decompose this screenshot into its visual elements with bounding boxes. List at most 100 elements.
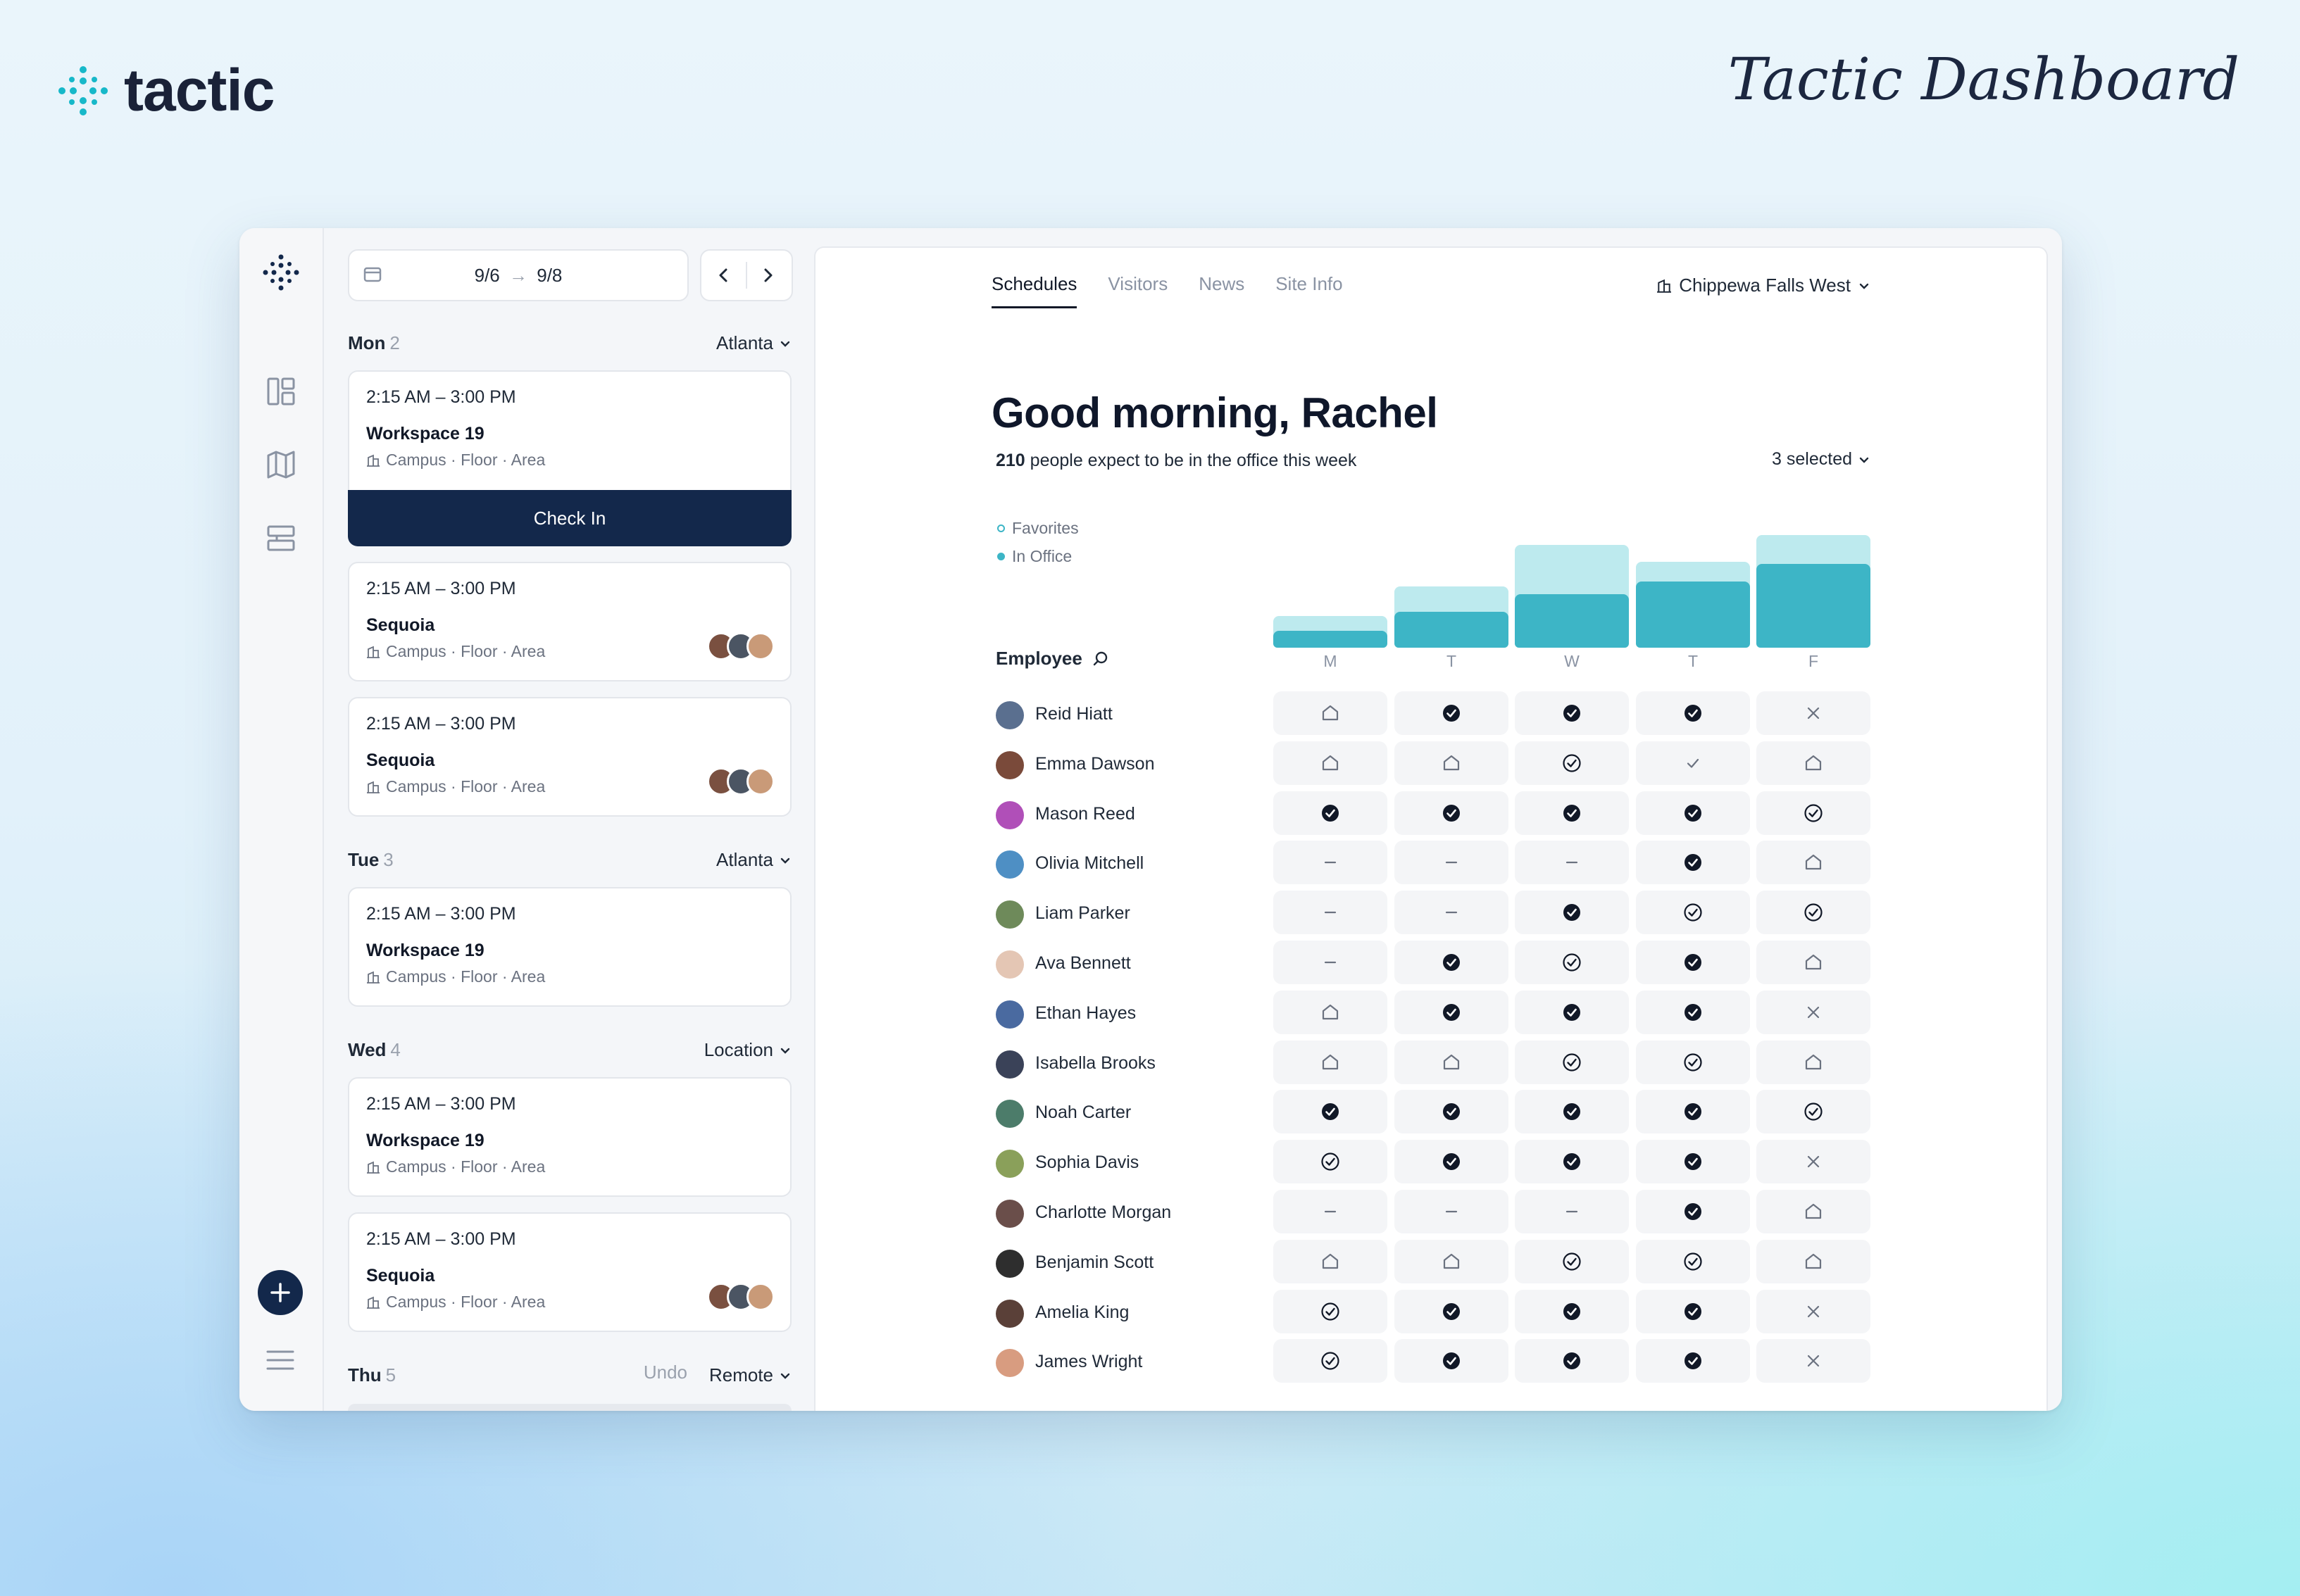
status-cell[interactable] <box>1756 1040 1870 1084</box>
employee-name[interactable]: Noah Carter <box>1035 1102 1132 1123</box>
status-cell[interactable] <box>1515 1289 1629 1333</box>
employee-name[interactable]: Sophia Davis <box>1035 1152 1139 1173</box>
search-icon[interactable] <box>1092 651 1109 667</box>
status-cell[interactable] <box>1394 1140 1508 1184</box>
status-cell[interactable] <box>1515 741 1629 785</box>
status-cell[interactable] <box>1636 990 1750 1034</box>
status-cell[interactable] <box>1273 791 1387 835</box>
status-cell[interactable] <box>1515 1040 1629 1084</box>
attendee-avatars[interactable] <box>707 632 775 660</box>
status-cell[interactable] <box>1636 941 1750 984</box>
date-range-picker[interactable]: 9/6 → 9/8 <box>348 249 689 301</box>
status-cell[interactable] <box>1394 1289 1508 1333</box>
employee-name[interactable]: Reid Hiatt <box>1035 704 1113 724</box>
status-cell[interactable] <box>1515 691 1629 735</box>
status-cell[interactable] <box>1756 1239 1870 1283</box>
status-cell[interactable] <box>1394 990 1508 1034</box>
status-cell[interactable] <box>1394 741 1508 785</box>
status-cell[interactable] <box>1273 1090 1387 1134</box>
status-cell[interactable] <box>1394 891 1508 935</box>
status-cell[interactable] <box>1515 1239 1629 1283</box>
employee-name[interactable]: Ava Bennett <box>1035 953 1131 973</box>
status-cell[interactable] <box>1394 1339 1508 1383</box>
status-cell[interactable] <box>1636 1140 1750 1184</box>
status-cell[interactable] <box>1515 941 1629 984</box>
dashboard-icon[interactable] <box>265 376 296 407</box>
status-cell[interactable] <box>1636 891 1750 935</box>
filter-select[interactable]: 3 selected <box>1772 449 1870 470</box>
map-icon[interactable] <box>265 449 296 480</box>
status-cell[interactable] <box>1515 990 1629 1034</box>
status-cell[interactable] <box>1636 741 1750 785</box>
status-cell[interactable] <box>1394 1239 1508 1283</box>
status-cell[interactable] <box>1756 941 1870 984</box>
status-cell[interactable] <box>1756 990 1870 1034</box>
status-cell[interactable] <box>1636 1239 1750 1283</box>
check-in-button[interactable]: Check In <box>348 490 792 546</box>
status-cell[interactable] <box>1394 1040 1508 1084</box>
booking-card[interactable]: 2:15 AM – 3:00 PM Workspace 19 Campus · … <box>348 1077 792 1197</box>
location-select[interactable]: Atlanta <box>716 849 792 871</box>
status-cell[interactable] <box>1394 791 1508 835</box>
employee-name[interactable]: Ethan Hayes <box>1035 1003 1137 1023</box>
employee-name[interactable]: Benjamin Scott <box>1035 1252 1154 1272</box>
chevron-left-icon[interactable] <box>714 265 734 285</box>
status-cell[interactable] <box>1515 1090 1629 1134</box>
status-cell[interactable] <box>1756 691 1870 735</box>
status-cell[interactable] <box>1636 1339 1750 1383</box>
location-select[interactable]: Location <box>704 1039 792 1061</box>
status-cell[interactable] <box>1515 1140 1629 1184</box>
status-cell[interactable] <box>1515 791 1629 835</box>
tab-site-info[interactable]: Site Info <box>1275 273 1343 294</box>
status-cell[interactable] <box>1756 1140 1870 1184</box>
location-select[interactable]: Atlanta <box>716 332 792 354</box>
status-cell[interactable] <box>1756 791 1870 835</box>
employee-name[interactable]: Emma Dawson <box>1035 753 1155 774</box>
employee-name[interactable]: James Wright <box>1035 1352 1143 1372</box>
menu-icon[interactable] <box>266 1347 294 1373</box>
status-cell[interactable] <box>1394 1090 1508 1134</box>
status-cell[interactable] <box>1756 891 1870 935</box>
status-cell[interactable] <box>1636 1190 1750 1233</box>
app-logo-icon[interactable] <box>259 251 303 294</box>
employee-name[interactable]: Mason Reed <box>1035 803 1135 824</box>
status-cell[interactable] <box>1273 741 1387 785</box>
attendee-avatars[interactable] <box>707 1283 775 1311</box>
status-cell[interactable] <box>1756 1190 1870 1233</box>
booking-card[interactable]: 2:15 AM – 3:00 PM Sequoia Campus · Floor… <box>348 562 792 681</box>
status-cell[interactable] <box>1636 1040 1750 1084</box>
tab-schedules[interactable]: Schedules <box>992 273 1077 308</box>
status-cell[interactable] <box>1273 1040 1387 1084</box>
status-cell[interactable] <box>1756 1289 1870 1333</box>
employee-name[interactable]: Amelia King <box>1035 1302 1130 1322</box>
status-cell[interactable] <box>1756 1090 1870 1134</box>
status-cell[interactable] <box>1273 990 1387 1034</box>
location-select[interactable]: Remote <box>709 1364 792 1386</box>
status-cell[interactable] <box>1515 841 1629 885</box>
status-cell[interactable] <box>1273 1140 1387 1184</box>
status-cell[interactable] <box>1636 791 1750 835</box>
status-cell[interactable] <box>1636 691 1750 735</box>
add-button[interactable] <box>258 1270 303 1315</box>
status-cell[interactable] <box>1394 691 1508 735</box>
booking-card[interactable]: 2:15 AM – 3:00 PM Sequoia Campus · Floor… <box>348 1212 792 1332</box>
employee-name[interactable]: Olivia Mitchell <box>1035 853 1144 874</box>
status-cell[interactable] <box>1273 1289 1387 1333</box>
status-cell[interactable] <box>1636 1090 1750 1134</box>
booking-card[interactable]: 2:15 AM – 3:00 PM Workspace 19 Campus · … <box>348 370 792 491</box>
status-cell[interactable] <box>1756 841 1870 885</box>
employee-name[interactable]: Liam Parker <box>1035 903 1130 924</box>
booking-card[interactable]: 2:15 AM – 3:00 PM Sequoia Campus · Floor… <box>348 697 792 817</box>
tab-news[interactable]: News <box>1199 273 1245 294</box>
status-cell[interactable] <box>1394 941 1508 984</box>
layout-icon[interactable] <box>265 524 296 555</box>
status-cell[interactable] <box>1273 841 1387 885</box>
site-select[interactable]: Chippewa Falls West <box>1656 275 1870 296</box>
attendee-avatars[interactable] <box>707 767 775 796</box>
status-cell[interactable] <box>1515 891 1629 935</box>
status-cell[interactable] <box>1756 741 1870 785</box>
status-cell[interactable] <box>1515 1339 1629 1383</box>
chevron-right-icon[interactable] <box>758 265 777 285</box>
status-cell[interactable] <box>1756 1339 1870 1383</box>
status-cell[interactable] <box>1273 1339 1387 1383</box>
